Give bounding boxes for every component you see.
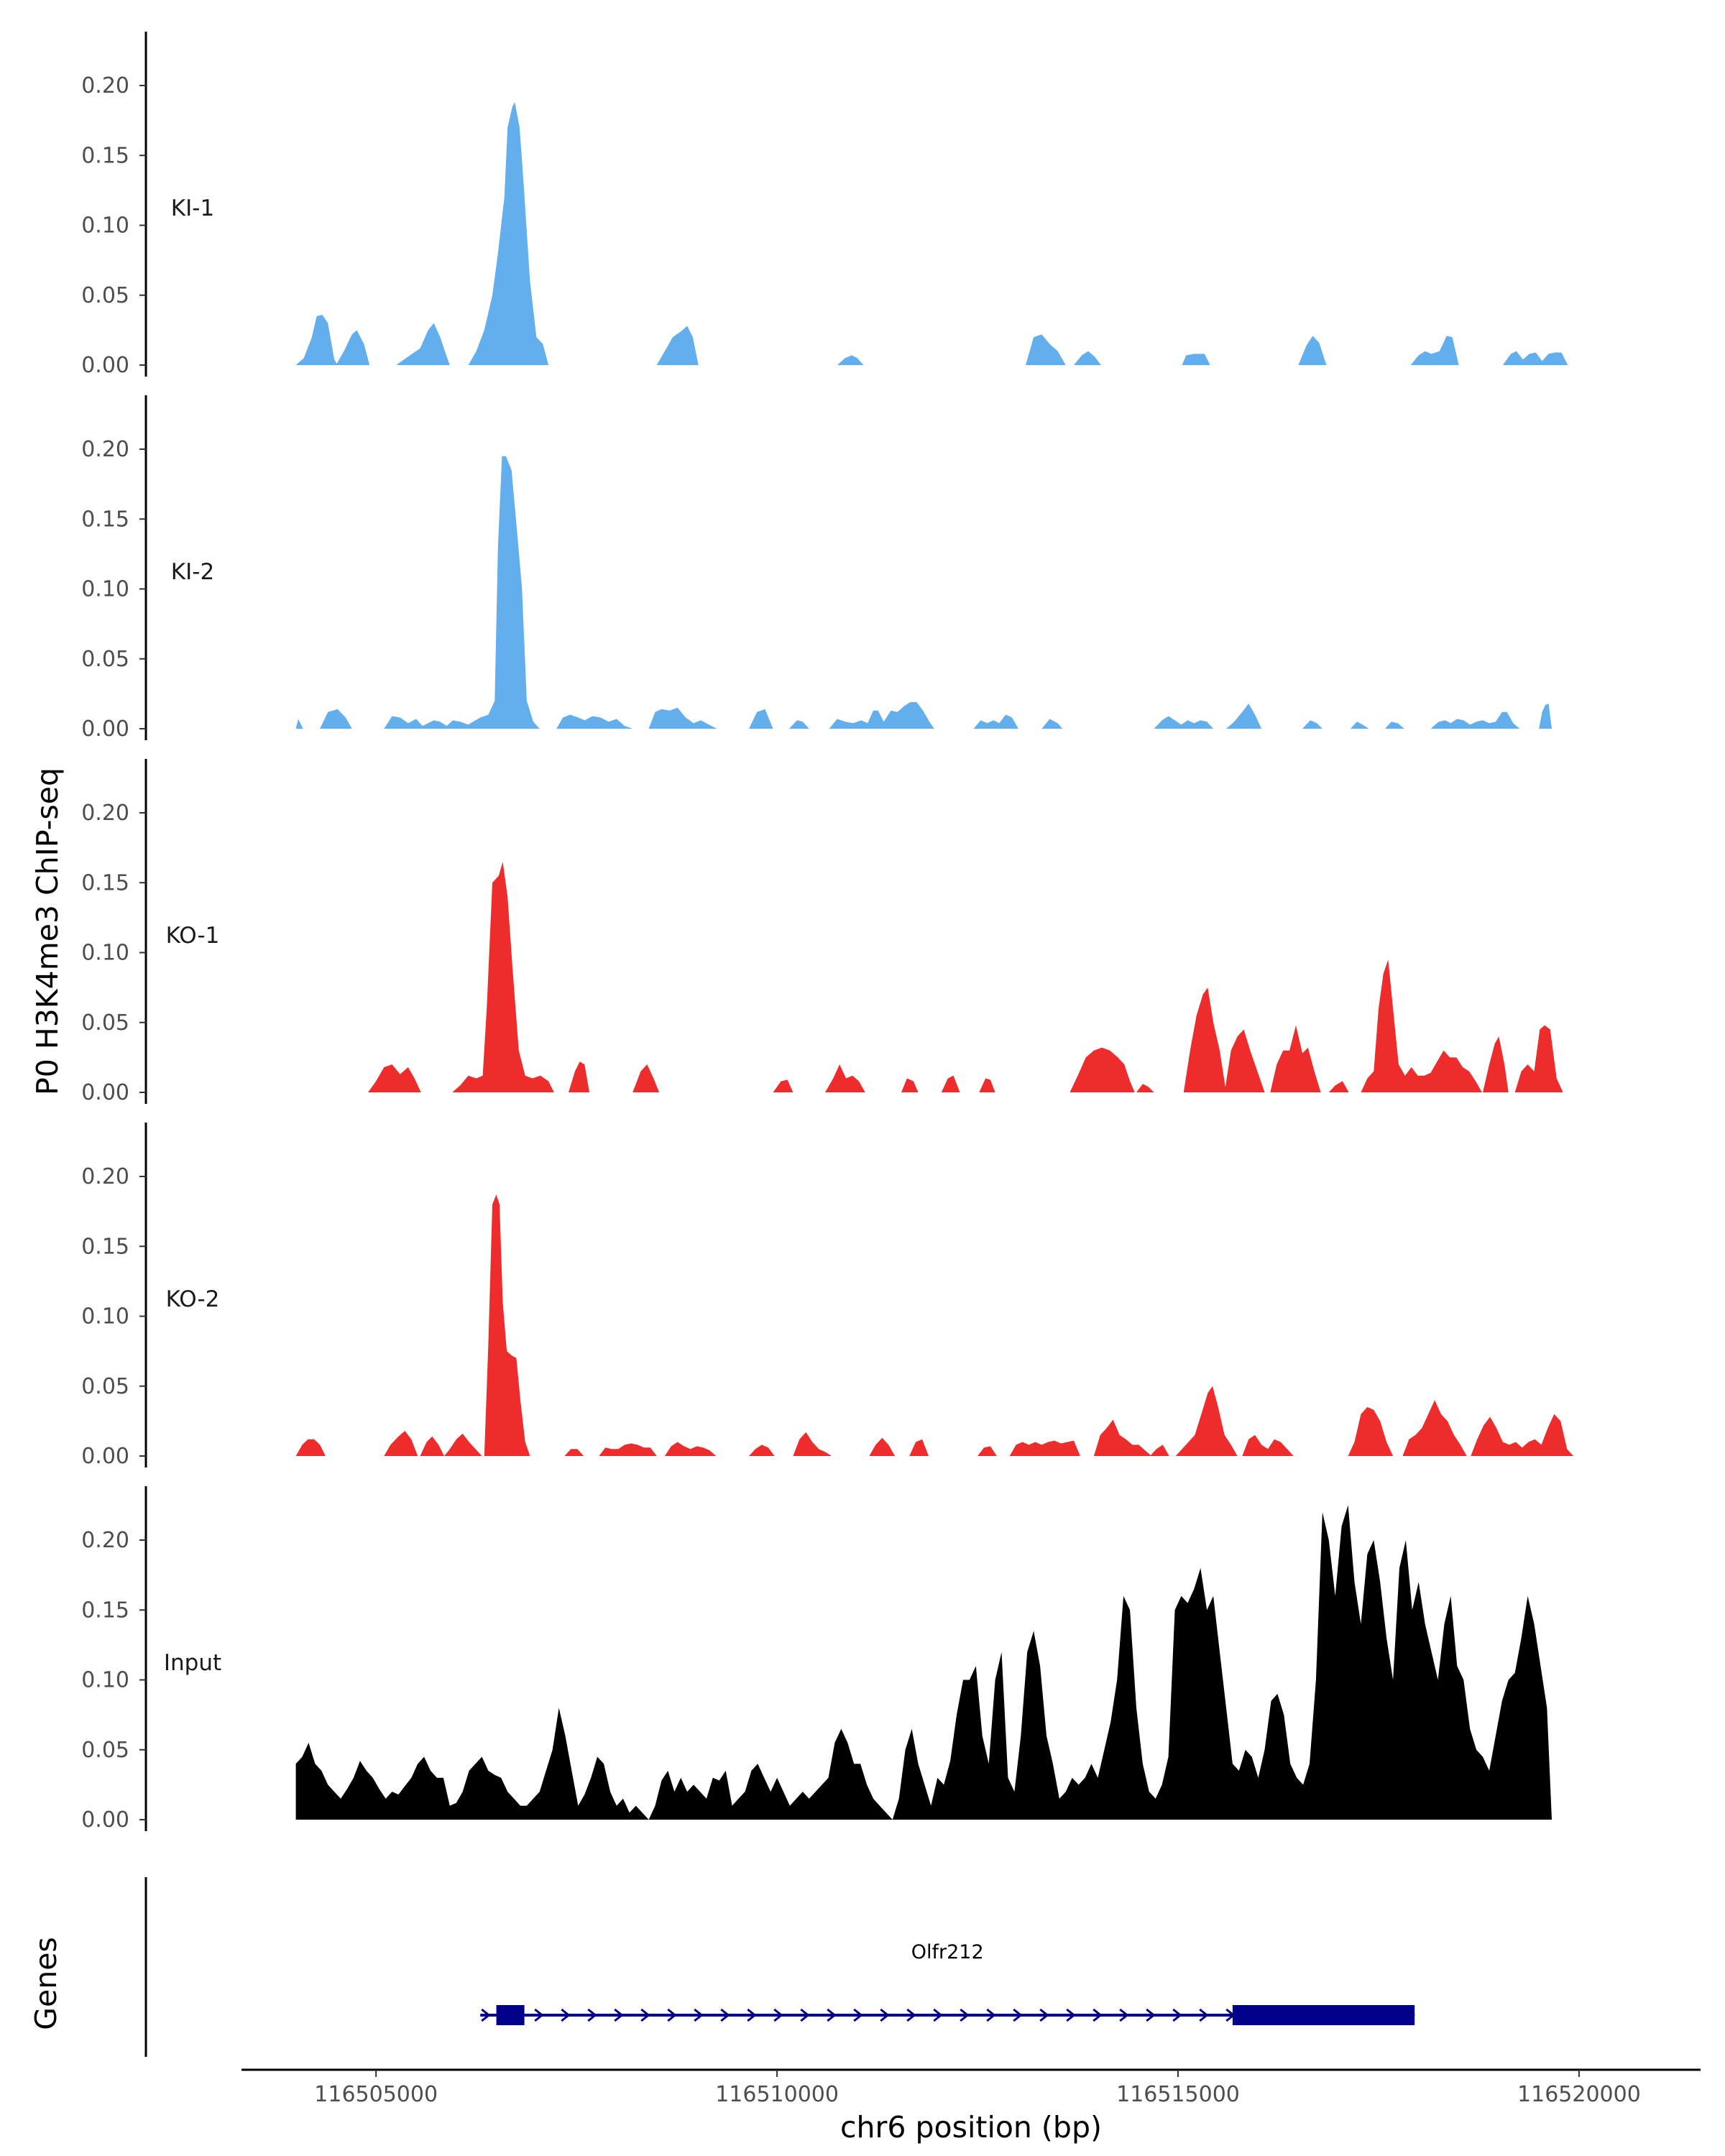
genes-panel: Genes Olfr212 (29, 1877, 1415, 2057)
track-ki-2: 0.00 0.05 0.10 0.15 0.20 KI-2 (81, 395, 1552, 742)
y-tick-label: 0.00 (81, 353, 129, 378)
y-tick-label: 0.15 (81, 507, 129, 532)
track-ko-1: 0.00 0.05 0.10 0.15 0.20 KO-1 (81, 759, 1563, 1105)
strand-arrow (906, 2008, 916, 2022)
y-tick-label: 0.15 (81, 1598, 129, 1623)
gene-name-label: Olfr212 (911, 1941, 984, 1963)
genes-panel-title: Genes (29, 1937, 63, 2030)
y-tick-label: 0.20 (81, 801, 129, 826)
y-tick-label: 0.10 (81, 577, 129, 602)
strand-arrow (933, 2008, 943, 2022)
y-tick-label: 0.00 (81, 1807, 129, 1833)
y-tick-label: 0.20 (81, 1528, 129, 1553)
gene-exon (496, 2005, 525, 2025)
strand-arrow (694, 2008, 704, 2022)
signal-area-ko-1 (368, 862, 1563, 1092)
signal-area-input (295, 1505, 1552, 1820)
y-tick-label: 0.15 (81, 870, 129, 895)
strand-arrow (773, 2008, 783, 2022)
y-tick-label: 0.20 (81, 1164, 129, 1189)
strand-arrow (1013, 2008, 1023, 2022)
y-tick-label: 0.05 (81, 1738, 129, 1763)
y-tick-label: 0.00 (81, 1444, 129, 1469)
y-tick-label: 0.10 (81, 1668, 129, 1693)
strand-arrow (880, 2008, 890, 2022)
tracks-layer: 0.00 0.05 0.10 0.15 0.20 KI-1 0.00 0.05 0.10 0.15… (81, 32, 1574, 1833)
strand-arrow (1146, 2008, 1156, 2022)
strand-arrow (561, 2008, 571, 2022)
strand-arrow (667, 2008, 677, 2022)
y-tick-label: 0.20 (81, 73, 129, 98)
y-tick-label: 0.05 (81, 647, 129, 672)
x-tick-label: 116520000 (1517, 2082, 1641, 2107)
y-tick-label: 0.05 (81, 1374, 129, 1399)
strand-arrow (587, 2008, 597, 2022)
x-axis-title: chr6 position (bp) (840, 2110, 1102, 2145)
strand-arrow (747, 2008, 757, 2022)
strand-arrow (534, 2008, 544, 2022)
strand-arrow (1092, 2008, 1103, 2022)
x-tick-label: 116505000 (314, 2082, 438, 2107)
track-input: 0.00 0.05 0.10 0.15 0.20 Input (81, 1486, 1552, 1833)
x-axis: 116505000 116510000 116515000 116520000 (242, 2068, 1701, 2107)
strand-arrow (853, 2008, 863, 2022)
track-ki-1: 0.00 0.05 0.10 0.15 0.20 KI-1 (81, 32, 1568, 378)
strand-arrow (1119, 2008, 1129, 2022)
track-label: Input (164, 1650, 221, 1676)
track-label: KI-1 (171, 195, 214, 221)
strand-arrow (1039, 2008, 1049, 2022)
y-tick-label: 0.10 (81, 213, 129, 239)
x-tick-label: 116515000 (1116, 2082, 1240, 2107)
y-tick-label: 0.05 (81, 1010, 129, 1036)
strand-arrow (827, 2008, 837, 2022)
y-tick-label: 0.10 (81, 1304, 129, 1330)
strand-arrow (1172, 2008, 1182, 2022)
strand-arrow (481, 2008, 491, 2022)
track-label: KO-1 (166, 923, 220, 949)
signal-area-ko-2 (295, 1194, 1574, 1456)
signal-area-ki-2 (295, 456, 1552, 729)
strand-arrow (800, 2008, 810, 2022)
track-ko-2: 0.00 0.05 0.10 0.15 0.20 KO-2 (81, 1123, 1574, 1469)
y-tick-label: 0.15 (81, 143, 129, 168)
y-tick-label: 0.05 (81, 283, 129, 308)
y-tick-label: 0.15 (81, 1234, 129, 1259)
signal-area-ki-1 (295, 102, 1568, 366)
gene-exon (1232, 2005, 1415, 2025)
y-tick-label: 0.00 (81, 717, 129, 742)
y-tick-label: 0.10 (81, 941, 129, 966)
y-axis-title: P0 H3K4me3 ChIP-seq (30, 768, 65, 1095)
y-tick-label: 0.00 (81, 1080, 129, 1105)
y-tick-label: 0.20 (81, 437, 129, 462)
strand-arrow (960, 2008, 970, 2022)
track-label: KI-2 (171, 559, 214, 585)
strand-arrow (986, 2008, 996, 2022)
strand-arrow (1199, 2008, 1209, 2022)
strand-arrow (720, 2008, 730, 2022)
track-label: KO-2 (166, 1286, 220, 1312)
strand-arrow (614, 2008, 624, 2022)
strand-arrow (640, 2008, 650, 2022)
x-tick-label: 116510000 (715, 2082, 839, 2107)
strand-arrow (1066, 2008, 1076, 2022)
